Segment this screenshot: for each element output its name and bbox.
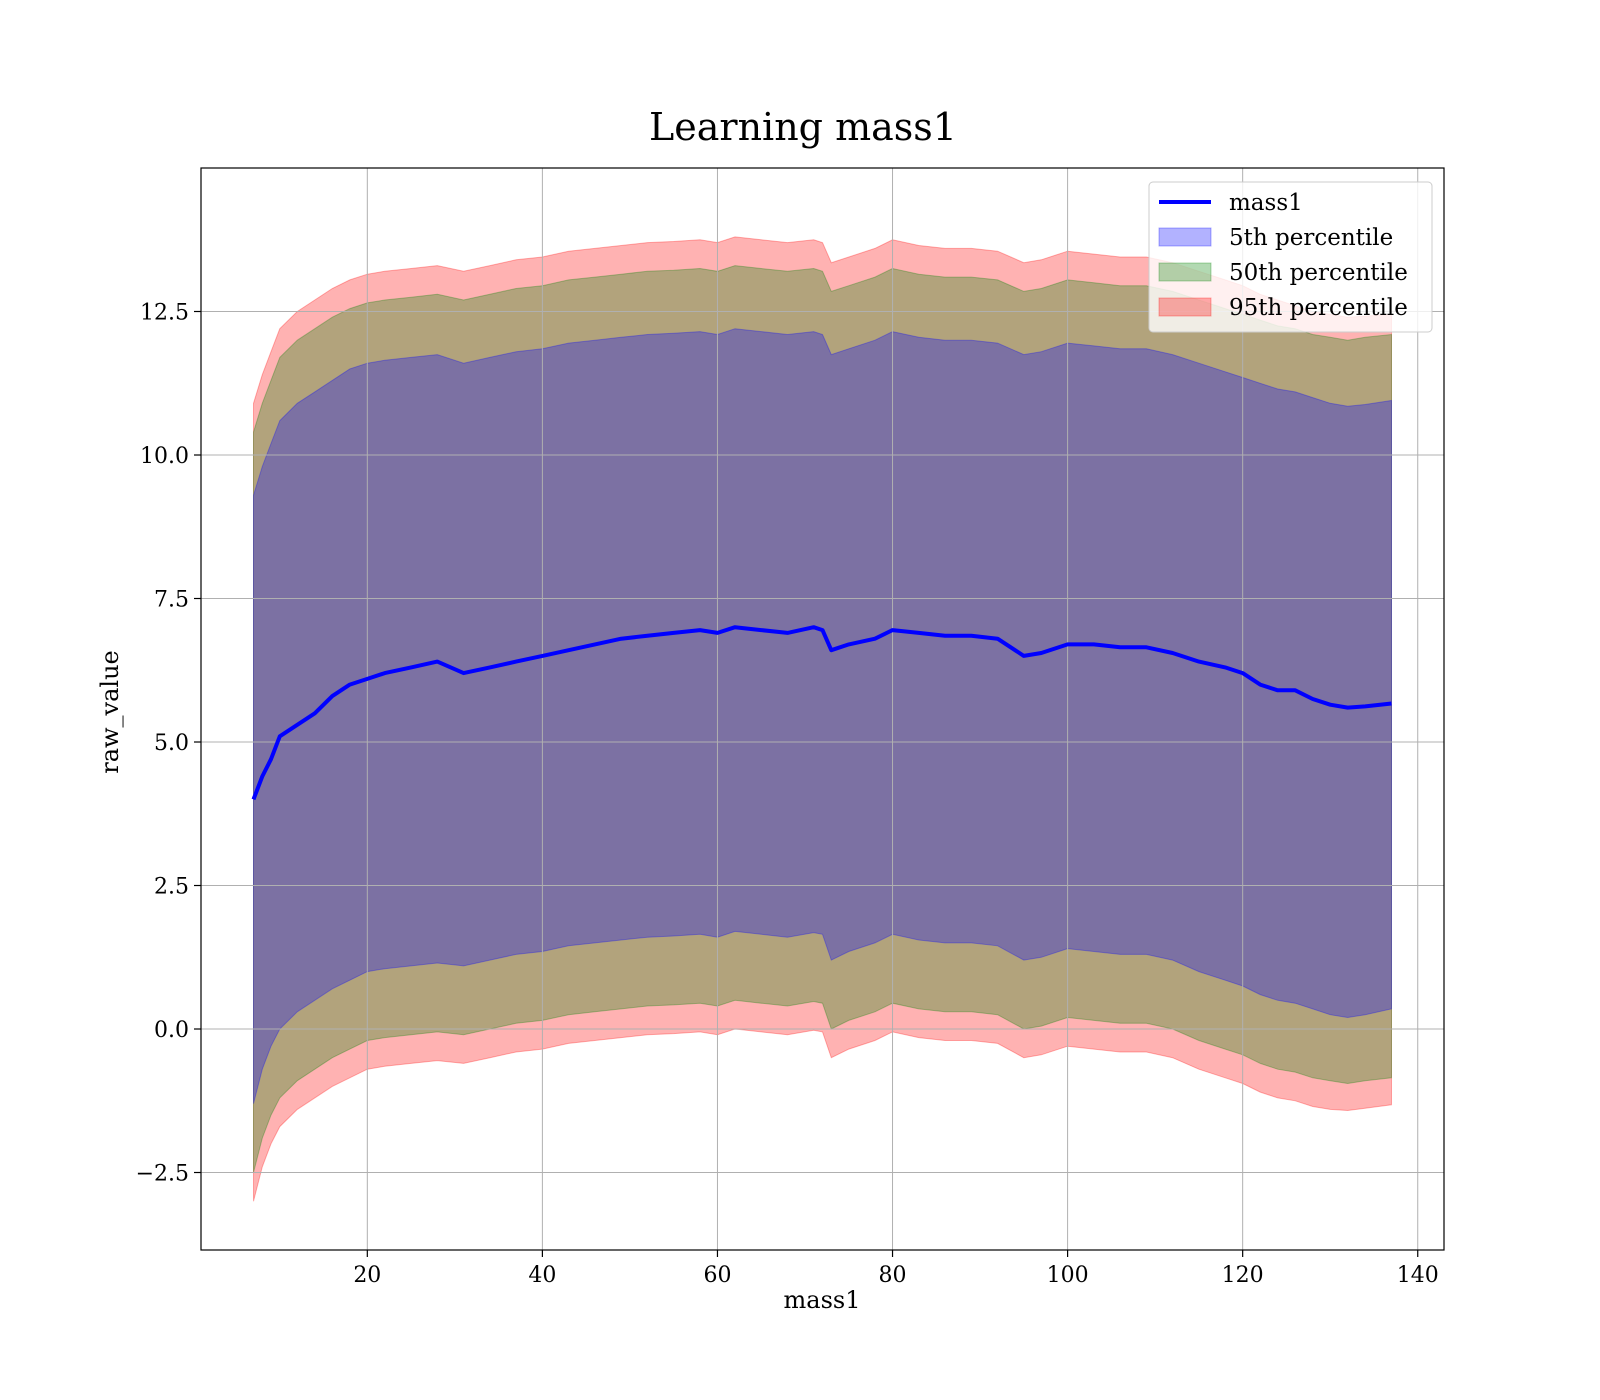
x-axis-label: mass1	[784, 1286, 861, 1314]
series-lines	[251, 625, 1392, 801]
band-5th-percentile	[253, 328, 1392, 1104]
y-axis: −2.5 0.0 2.5 5.0 7.5 10.0 12.5	[136, 301, 201, 1187]
x-tick-label: 40	[528, 1263, 556, 1288]
y-tick-label: 0.0	[154, 1018, 189, 1043]
legend-label: mass1	[1229, 190, 1303, 216]
chart-title: Learning mass1	[649, 105, 957, 149]
y-tick-label: 7.5	[154, 588, 189, 613]
x-tick-label: 120	[1222, 1263, 1264, 1288]
x-tick-label: 60	[703, 1263, 731, 1288]
x-axis: 20 40 60 80 100 120 140	[353, 1250, 1439, 1288]
x-tick-label: 140	[1397, 1263, 1439, 1288]
series-line-mass1	[251, 625, 1392, 801]
legend-label: 50th percentile	[1229, 260, 1408, 286]
y-tick-label: 5.0	[154, 731, 189, 756]
y-tick-label: 2.5	[154, 875, 189, 900]
legend-swatch	[1158, 262, 1212, 282]
y-tick-label: 12.5	[140, 301, 189, 326]
x-tick-label: 20	[353, 1263, 381, 1288]
y-axis-label: raw_value	[96, 650, 124, 774]
band-95th-percentile	[253, 236, 1392, 1202]
legend: mass1 5th percentile 50th percentile 95th p…	[1148, 181, 1433, 333]
y-tick-label: 10.0	[140, 444, 189, 469]
plot-frame	[200, 167, 1445, 1251]
legend-swatch	[1158, 227, 1212, 247]
plot-area	[200, 167, 1445, 1251]
x-tick-label: 80	[879, 1263, 907, 1288]
legend-swatch	[1158, 297, 1212, 317]
band-50th-percentile	[253, 265, 1392, 1173]
y-tick-label: −2.5	[136, 1162, 189, 1187]
legend-label: 95th percentile	[1229, 295, 1408, 321]
legend-label: 5th percentile	[1229, 225, 1393, 251]
percentile-bands	[253, 236, 1392, 1202]
x-tick-label: 100	[1047, 1263, 1089, 1288]
grid-lines	[201, 168, 1444, 1250]
legend-box	[1148, 181, 1433, 333]
